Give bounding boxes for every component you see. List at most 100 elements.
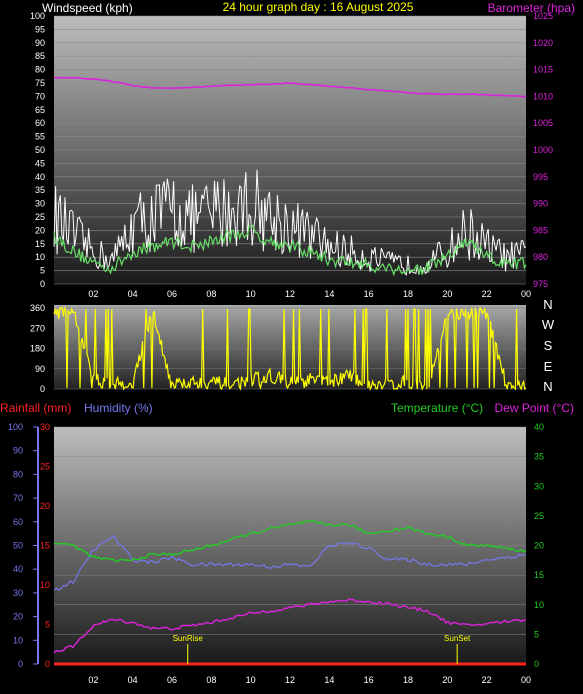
humidity-y-tick-label: 40 — [13, 564, 23, 574]
temperature-y-tick-label: 30 — [534, 481, 544, 491]
temperature-y-tick-label: 5 — [534, 629, 539, 639]
wind-x-tick-label: 00 — [521, 289, 531, 299]
wind-y-tick-label: 0 — [40, 279, 45, 289]
wind-x-tick-label: 16 — [364, 289, 374, 299]
humidity-y-tick-label: 10 — [13, 635, 23, 645]
temperature-y-tick-label: 10 — [534, 600, 544, 610]
wind-y-tick-label: 55 — [35, 132, 45, 142]
climate-x-tick-label: 12 — [285, 675, 295, 685]
barometer-y-tick-label: 1015 — [533, 65, 553, 75]
climate-x-tick-label: 00 — [521, 675, 531, 685]
humidity-label: Humidity (%) — [84, 401, 153, 415]
barometer-y-tick-label: 990 — [533, 199, 548, 209]
wind-y-tick-label: 65 — [35, 105, 45, 115]
wind-y-tick-label: 85 — [35, 51, 45, 61]
barometer-y-tick-label: 1005 — [533, 118, 553, 128]
barometer-y-tick-label: 1025 — [533, 11, 553, 21]
temperature-series-line — [53, 519, 527, 563]
dewpoint-label: Dew Point (°C) — [495, 401, 574, 415]
compass-label: N — [543, 297, 552, 312]
climate-x-tick-label: 18 — [403, 675, 413, 685]
wind-x-tick-label: 22 — [482, 289, 492, 299]
barometer-series-line — [53, 76, 526, 98]
sun-event-label: SunSet — [444, 634, 471, 643]
climate-x-tick-label: 22 — [482, 675, 492, 685]
compass-label: W — [542, 317, 555, 332]
climate-x-tick-label: 06 — [167, 675, 177, 685]
climate-x-tick-label: 16 — [364, 675, 374, 685]
direction-y-tick-label: 90 — [35, 364, 45, 374]
wind-x-tick-label: 10 — [246, 289, 256, 299]
wind-y-tick-label: 5 — [40, 266, 45, 276]
humidity-y-tick-label: 0 — [18, 659, 23, 669]
barometer-y-tick-label: 1020 — [533, 38, 553, 48]
compass-label: S — [544, 338, 553, 353]
rainfall-label: Rainfall (mm) — [0, 401, 71, 415]
barometer-y-tick-label: 995 — [533, 172, 548, 182]
wind-y-tick-label: 100 — [30, 11, 45, 21]
barometer-y-tick-label: 1000 — [533, 145, 553, 155]
compass-label: N — [543, 379, 552, 394]
sun-event-label: SunRise — [173, 634, 204, 643]
wind-y-tick-label: 35 — [35, 185, 45, 195]
wind-x-tick-label: 06 — [167, 289, 177, 299]
temperature-y-tick-label: 0 — [534, 659, 539, 669]
humidity-y-tick-label: 90 — [13, 446, 23, 456]
wind-y-tick-label: 10 — [35, 252, 45, 262]
wind-y-tick-label: 40 — [35, 172, 45, 182]
climate-x-tick-label: 04 — [128, 675, 138, 685]
wind-y-tick-label: 75 — [35, 78, 45, 88]
climate-x-tick-label: 10 — [246, 675, 256, 685]
barometer-y-tick-label: 985 — [533, 225, 548, 235]
wind-y-tick-label: 30 — [35, 199, 45, 209]
average-windspeed-series-line — [53, 224, 527, 277]
direction-y-tick-label: 360 — [30, 303, 45, 313]
wind-x-tick-label: 12 — [285, 289, 295, 299]
barometer-y-tick-label: 975 — [533, 279, 548, 289]
wind-x-tick-label: 04 — [128, 289, 138, 299]
rainfall-y-tick-label: 20 — [40, 501, 50, 511]
humidity-y-tick-label: 100 — [8, 422, 23, 432]
compass-label: E — [544, 359, 553, 374]
wind-y-tick-label: 25 — [35, 212, 45, 222]
direction-y-tick-label: 270 — [30, 323, 45, 333]
wind-y-tick-label: 15 — [35, 239, 45, 249]
wind-x-tick-label: 08 — [206, 289, 216, 299]
wind-y-tick-label: 90 — [35, 38, 45, 48]
wind-y-tick-label: 80 — [35, 65, 45, 75]
temperature-y-tick-label: 25 — [534, 511, 544, 521]
wind-x-tick-label: 20 — [442, 289, 452, 299]
wind-y-tick-label: 50 — [35, 145, 45, 155]
climate-x-tick-label: 20 — [442, 675, 452, 685]
humidity-y-tick-label: 50 — [13, 541, 23, 551]
wind-direction-series-line — [53, 305, 527, 391]
temperature-y-tick-label: 20 — [534, 541, 544, 551]
temperature-label: Temperature (°C) — [391, 401, 483, 415]
climate-x-tick-label: 08 — [206, 675, 216, 685]
wind-y-tick-label: 70 — [35, 91, 45, 101]
barometer-y-tick-label: 1010 — [533, 91, 553, 101]
humidity-y-tick-label: 20 — [13, 612, 23, 622]
temperature-humidity-panel: 0102030405060708090100051015202530051015… — [8, 422, 544, 685]
rainfall-y-tick-label: 30 — [40, 422, 50, 432]
barometer-label: Barometer (hpa) — [488, 1, 575, 15]
rainfall-y-tick-label: 15 — [40, 541, 50, 551]
direction-y-tick-label: 180 — [30, 344, 45, 354]
graph-title: 24 hour graph day : 16 August 2025 — [223, 0, 414, 14]
rainfall-y-tick-label: 0 — [45, 659, 50, 669]
dewpoint-series-line — [53, 598, 527, 654]
temperature-y-tick-label: 15 — [534, 570, 544, 580]
rainfall-y-tick-label: 5 — [45, 620, 50, 630]
temperature-y-tick-label: 40 — [534, 422, 544, 432]
direction-y-tick-label: 0 — [40, 384, 45, 394]
wind-x-tick-label: 14 — [324, 289, 334, 299]
humidity-y-tick-label: 60 — [13, 517, 23, 527]
windspeed-label: Windspeed (kph) — [42, 1, 133, 15]
rainfall-y-tick-label: 25 — [40, 462, 50, 472]
climate-x-tick-label: 02 — [88, 675, 98, 685]
temperature-y-tick-label: 35 — [534, 452, 544, 462]
rainfall-y-tick-label: 10 — [40, 580, 50, 590]
wind-y-tick-label: 95 — [35, 24, 45, 34]
